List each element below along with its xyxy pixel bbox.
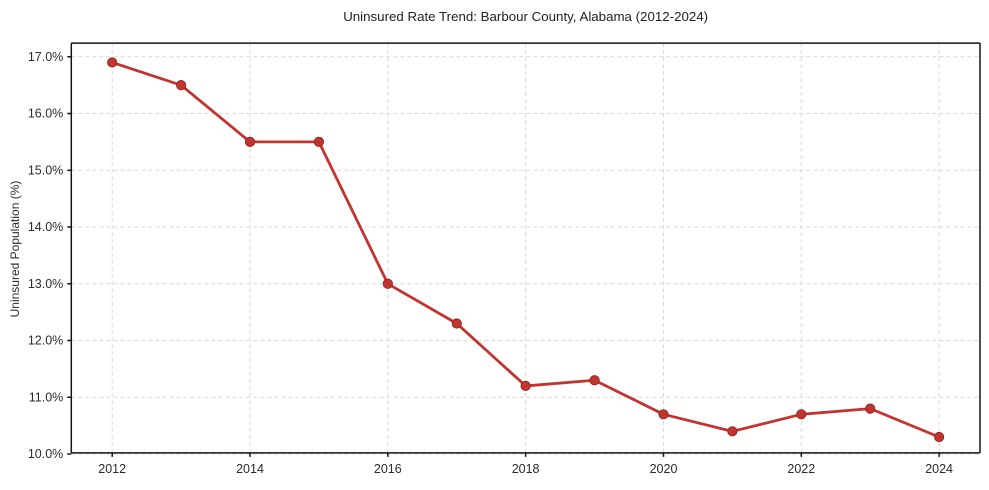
svg-text:10.0%: 10.0%	[28, 447, 63, 461]
svg-text:2014: 2014	[236, 462, 264, 476]
svg-text:17.0%: 17.0%	[28, 50, 63, 64]
svg-text:2024: 2024	[925, 462, 953, 476]
svg-text:14.0%: 14.0%	[28, 220, 63, 234]
svg-text:13.0%: 13.0%	[28, 277, 63, 291]
svg-text:2012: 2012	[98, 462, 126, 476]
svg-text:2018: 2018	[512, 462, 540, 476]
svg-text:2022: 2022	[787, 462, 815, 476]
svg-text:15.0%: 15.0%	[28, 163, 63, 177]
svg-text:12.0%: 12.0%	[28, 334, 63, 348]
svg-text:16.0%: 16.0%	[28, 107, 63, 121]
svg-text:2016: 2016	[374, 462, 402, 476]
svg-text:2020: 2020	[650, 462, 678, 476]
svg-text:11.0%: 11.0%	[29, 390, 64, 404]
